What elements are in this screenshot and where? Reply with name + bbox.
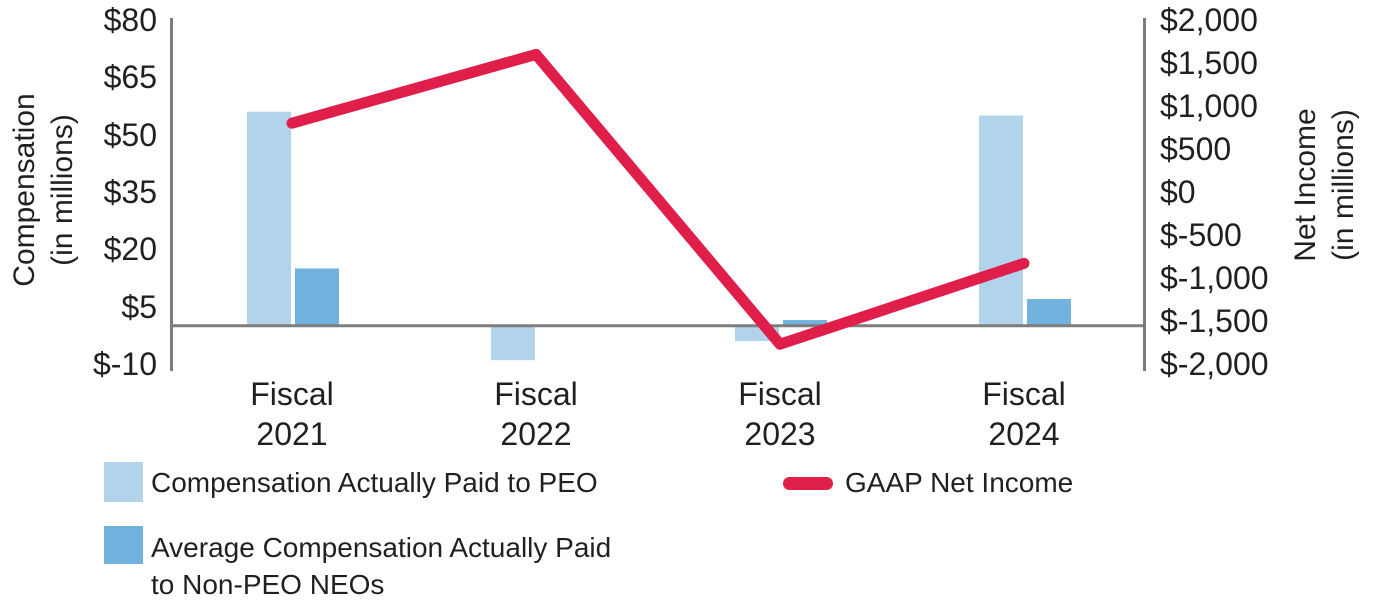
legend-label-non-peo-line1: Average Compensation Actually Paid	[151, 532, 612, 563]
right-axis-tick-label: $-1,000	[1160, 260, 1269, 296]
left-axis-tick-label: $20	[103, 231, 157, 268]
x-label-line1: Fiscal	[738, 376, 822, 412]
legend-swatch-non-peo-bar	[104, 526, 143, 564]
x-label-line1: Fiscal	[494, 376, 578, 412]
x-label-line2: 2024	[988, 416, 1060, 452]
bar-non-peo-fiscal-2021	[295, 268, 339, 326]
left-axis-tick-label: $65	[103, 59, 157, 96]
legend-swatch-net-income-line	[783, 477, 833, 490]
bar-non-peo-fiscal-2023	[783, 320, 827, 326]
left-axis-tick-label: $80	[103, 2, 157, 38]
right-axis-title: Net Income (in millions)	[1287, 108, 1363, 261]
left-axis-tick-label: $35	[103, 174, 157, 210]
left-axis-tick-label: $-10	[92, 346, 157, 382]
right-axis-tick-label: $-500	[1160, 217, 1242, 253]
legend-swatch-peo-bar	[104, 462, 143, 502]
legend-label-non-peo: Average Compensation Actually Paid to No…	[151, 529, 611, 602]
x-axis-category-label: Fiscal 2021	[192, 374, 392, 454]
x-axis-category-label: Fiscal 2023	[680, 374, 880, 454]
bar-peo-fiscal-2024	[979, 115, 1023, 326]
right-axis-title-line1: Net Income	[1289, 108, 1322, 262]
right-axis-tick-label: $2,000	[1160, 2, 1258, 38]
x-label-line2: 2023	[744, 416, 816, 452]
right-axis-tick-label: $500	[1160, 131, 1232, 167]
x-label-line2: 2022	[500, 416, 572, 452]
legend-label-peo: Compensation Actually Paid to PEO	[151, 467, 598, 498]
x-label-line1: Fiscal	[982, 376, 1066, 412]
right-axis-tick-label: $0	[1160, 174, 1196, 210]
right-axis-title-line2: (in millions)	[1327, 109, 1360, 261]
legend-label-non-peo-line2: to Non-PEO NEOs	[151, 569, 385, 600]
right-axis-tick-label: $-1,500	[1160, 303, 1269, 339]
legend-label-net-income: GAAP Net Income	[845, 467, 1074, 498]
left-axis-tick-label: $5	[121, 288, 157, 325]
left-axis-tick-label: $50	[103, 116, 157, 153]
right-axis-tick-label: $1,000	[1160, 88, 1258, 124]
x-axis-category-label: Fiscal 2024	[924, 374, 1124, 454]
x-axis-category-label: Fiscal 2022	[436, 374, 636, 454]
net-income-line	[286, 48, 1030, 350]
bar-peo-fiscal-2022	[491, 325, 535, 361]
right-axis-tick-label: $1,500	[1160, 45, 1258, 81]
bar-peo-fiscal-2021	[247, 111, 291, 326]
right-axis-tick-label: $-2,000	[1160, 346, 1269, 382]
bar-non-peo-fiscal-2024	[1027, 299, 1071, 326]
x-label-line1: Fiscal	[250, 376, 334, 412]
x-label-line2: 2021	[256, 416, 328, 452]
